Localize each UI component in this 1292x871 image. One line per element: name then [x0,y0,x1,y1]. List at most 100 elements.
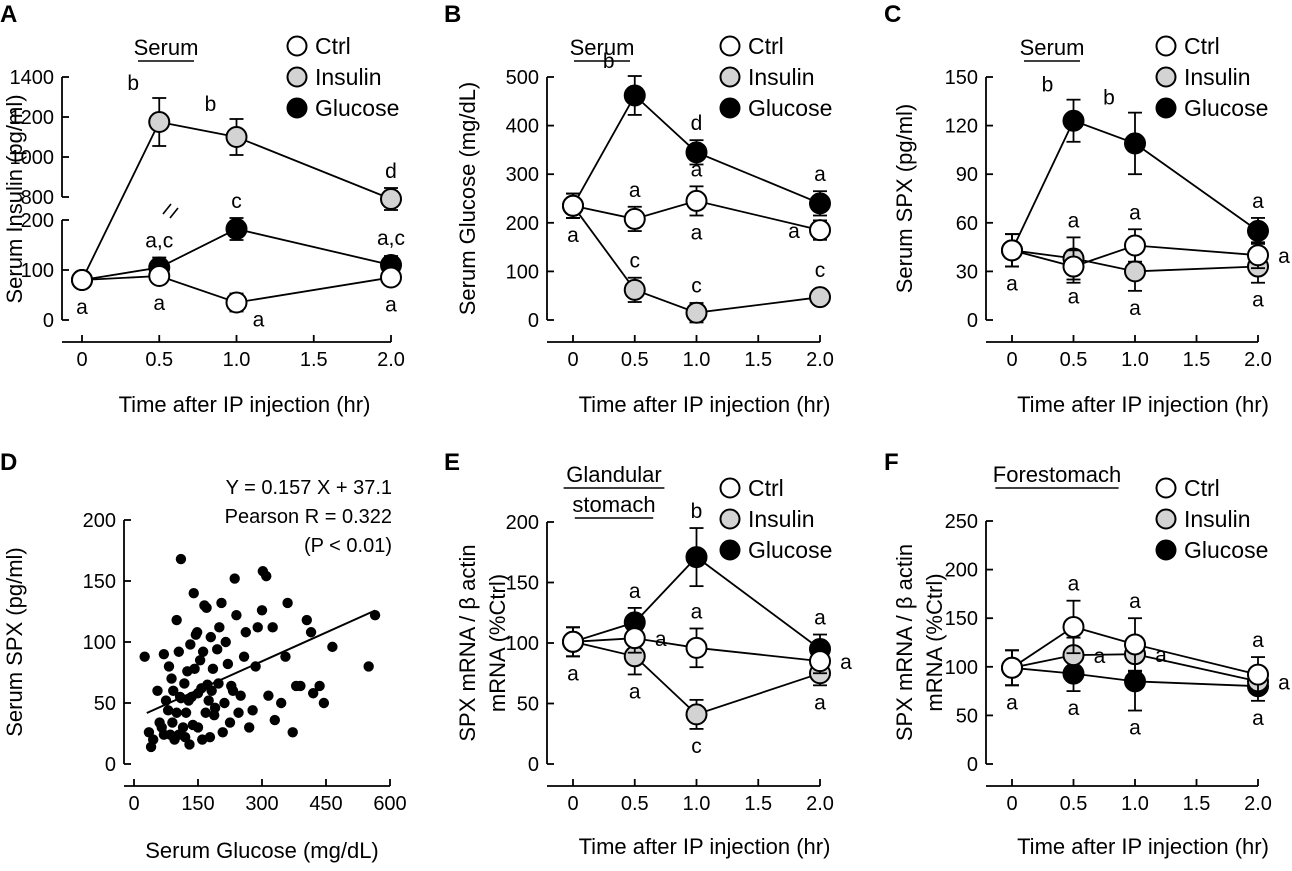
x-axis-title: Time after IP injection (hr) [1017,392,1269,417]
panel-b: B 0 100 200 300 400 500 0 0.5 1.0 1.5 2.0 Time after… [444,1,834,417]
y-tick-label: 30 [956,261,978,283]
data-point-ctrl [1247,244,1269,267]
data-point-ctrl [809,219,831,242]
x-tick-label: 0 [1006,349,1017,371]
series-line-glucose [572,555,821,650]
significance-letter: a [1278,671,1290,694]
x-axis-title: Serum Glucose (mg/dL) [145,838,379,863]
significance-letter: a [814,607,826,630]
data-point-insulin [225,126,248,148]
y-tick-label: 50 [94,693,116,715]
regression-annotation: (P < 0.01) [304,535,392,557]
x-tick-label: 0.5 [145,349,173,371]
significance-letter: d [691,112,703,135]
scatter-point [217,727,228,738]
data-point-ctrl [685,636,708,659]
data-point-ctrl [1001,656,1023,679]
legend-label-ctrl: Ctrl [748,33,784,59]
x-tick-label: 2.0 [1244,793,1272,815]
significance-letter: b [1103,87,1115,110]
scatter-point [224,717,236,728]
scatter-point [318,697,330,709]
x-tick-label: 600 [373,793,406,815]
x-tick-label: 1.0 [683,793,711,815]
significance-letter: a [567,662,579,685]
legend-label-insulin: Insulin [315,64,381,90]
legend-marker-glucose [286,97,308,119]
x-tick-label: 1.5 [1183,793,1211,815]
y-axis-title: Serum Glucose (mg/dL) [455,82,480,316]
legend-marker-glucose [719,97,741,119]
data-point-ctrl [225,291,248,314]
significance-letter: a [253,309,265,332]
x-tick-label: 2.0 [377,349,405,371]
scatter-point [295,680,306,692]
scatter-point [191,627,203,638]
y-tick-label: 100 [506,261,539,283]
data-point-glucose [685,546,708,569]
series-line-ctrl [1011,625,1259,676]
series-line-glucose [1011,666,1259,688]
x-tick-label: 1.5 [744,793,772,815]
y-tick-label: 0 [528,310,539,332]
y-axis-title: Serum Insulin (pg/ml) [2,94,27,303]
scatter-point [327,641,338,653]
x-tick-label: 0 [1006,793,1017,815]
significance-letter: a [691,158,703,181]
scatter-point [263,690,274,701]
data-point-glucose [809,192,831,215]
significance-letter: a [153,292,165,315]
y-tick-label: 50 [956,705,978,727]
significance-letter: a [1068,573,1080,596]
scatter-point [240,627,251,638]
scatter-point [314,680,325,692]
data-point-ctrl [71,269,93,291]
x-tick-label: 1.0 [1121,793,1149,815]
significance-letter: a [1252,289,1264,312]
y-axis-title: Serum SPX (pg/ml) [2,547,27,737]
significance-letter: c [691,275,702,298]
data-point-glucose [225,218,248,240]
legend-marker-insulin [1155,508,1177,530]
legend-marker-ctrl [1155,35,1177,57]
scatter-point [280,651,291,662]
data-point-glucose [1062,109,1085,132]
significance-letter: a [1252,190,1264,213]
series-line-insulin [572,640,821,716]
significance-letter: b [127,72,139,95]
y-tick-label: 150 [945,67,978,89]
y-axis-title: Serum SPX (pg/ml) [892,104,917,294]
data-point-insulin [623,278,646,301]
regression-annotation: Y = 0.157 X + 37.1 [226,477,392,499]
scatter-point [213,678,224,689]
y-tick-label: 50 [517,694,539,716]
scatter-point [192,722,204,733]
y-tick-label: 100 [21,260,54,282]
scatter-point [184,739,195,750]
data-point-ctrl [809,650,831,673]
data-point-ctrl [1001,239,1023,262]
legend-marker-ctrl [286,35,308,57]
y-tick-label: 200 [21,210,54,232]
significance-letter: b [205,93,217,116]
y-tick-label: 200 [83,510,116,532]
data-point-insulin [809,286,831,309]
panel-letter: F [884,449,899,476]
x-tick-label: 0 [567,349,578,371]
y-tick-label: 400 [506,116,539,138]
scatter-point [200,707,211,718]
scatter-point [214,622,225,633]
significance-letter: a [691,600,703,623]
y-axis-title: mRNA (%Ctrl) [922,573,947,711]
scatter-point [158,649,170,660]
y-tick-label: 1200 [10,107,55,129]
significance-letter: d [385,160,397,183]
scatter-point [363,661,374,672]
legend-label-ctrl: Ctrl [1184,475,1220,501]
x-tick-label: 0 [567,793,578,815]
x-tick-label: 1.5 [300,349,328,371]
scatter-point [148,734,159,745]
data-point-glucose [685,141,708,164]
scatter-point [185,639,196,650]
data-point-ctrl [1124,234,1146,257]
